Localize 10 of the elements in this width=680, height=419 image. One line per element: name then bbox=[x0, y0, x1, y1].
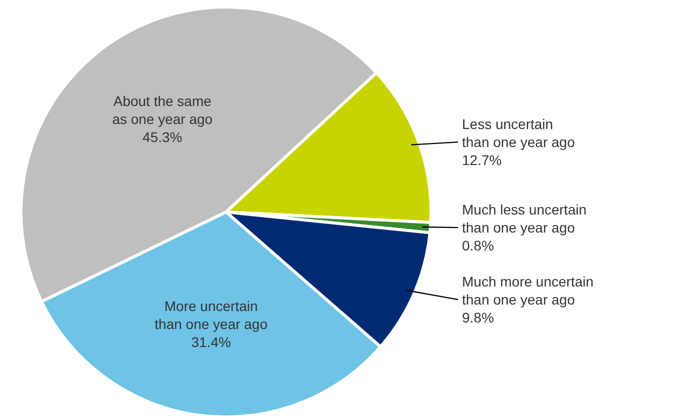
slice-label: Much more uncertain than one year ago bbox=[462, 274, 594, 308]
data-label: 0.8% bbox=[462, 238, 494, 254]
slice-label: Much less uncertain than one year ago bbox=[462, 202, 587, 236]
slice-label: About the same as one year ago bbox=[112, 92, 213, 127]
data-label: 12.7% bbox=[462, 152, 502, 168]
data-label: 31.4% bbox=[191, 334, 231, 350]
slice-label: Less uncertain than one year ago bbox=[462, 116, 576, 150]
data-label: 45.3% bbox=[142, 128, 182, 145]
slice-label: More uncertain than one year ago bbox=[154, 298, 268, 332]
data-label: 9.8% bbox=[462, 310, 494, 326]
